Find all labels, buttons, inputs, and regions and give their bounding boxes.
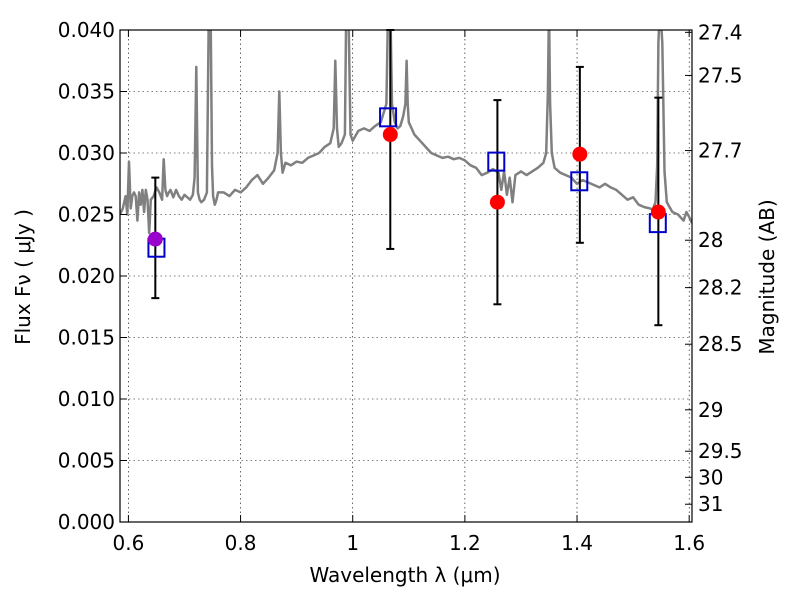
model-point [570, 171, 589, 192]
magnitude-tick-label: 28 [698, 228, 723, 252]
observed-points [147, 127, 666, 247]
x-tick-label: 1.6 [673, 531, 705, 555]
magnitude-tick-label: 28.2 [698, 276, 743, 300]
x-tick-labels: 0.6 0.8 1 1.2 1.4 1.6 [113, 531, 706, 555]
magnitude-tick-label: 27.4 [698, 20, 743, 44]
model-spectrum-line [120, 30, 692, 235]
y-tick-labels: 0.000 0.005 0.010 0.015 0.020 0.025 0.030 0.035… [58, 18, 115, 534]
y-tick-label: 0.000 [58, 510, 115, 534]
observed-point [572, 146, 588, 162]
axis-ticks [120, 29, 692, 523]
y-tick-label: 0.010 [58, 387, 115, 411]
magnitude-tick-label: 29 [698, 398, 723, 422]
observed-point [382, 127, 398, 143]
x-tick-label: 0.8 [225, 531, 257, 555]
model-points [147, 107, 667, 258]
y-tick-label: 0.035 [58, 80, 115, 104]
magnitude-tick-label: 27.5 [698, 63, 743, 87]
observed-point [489, 194, 505, 210]
magnitude-tick-labels: 27.4 27.5 27.7 28 28.2 28.5 29 29.530 31 [698, 20, 743, 516]
y-tick-label: 0.025 [58, 203, 115, 227]
y-tick-label: 0.020 [58, 264, 115, 288]
observed-point [650, 204, 666, 220]
magnitude-tick-label: 29.5 [698, 439, 743, 463]
magnitude-tick-label: 28.5 [698, 332, 743, 356]
y-tick-label: 0.030 [58, 141, 115, 165]
magnitude-tick-label: 27.7 [698, 139, 743, 163]
y-tick-label: 0.015 [58, 326, 115, 350]
model-point [487, 151, 506, 172]
x-tick-label: 1.2 [449, 531, 481, 555]
y-tick-label: 0.005 [58, 449, 115, 473]
observed-point [147, 231, 163, 247]
magnitude-tick-label: 31 [698, 492, 723, 516]
x-tick-label: 1.4 [561, 531, 593, 555]
model-point [379, 107, 398, 128]
y-tick-label: 0.040 [58, 18, 115, 42]
magnitude-axis-title: Magnitude (AB) [755, 199, 779, 354]
x-tick-label: 0.6 [113, 531, 145, 555]
plot-area [120, 30, 692, 235]
y-axis-title: Flux Fν ( μJy ) [11, 209, 35, 345]
magnitude-tick-label: 30 [698, 465, 723, 489]
x-tick-label: 1 [346, 531, 359, 555]
x-axis-title: Wavelength λ (μm) [309, 563, 500, 587]
